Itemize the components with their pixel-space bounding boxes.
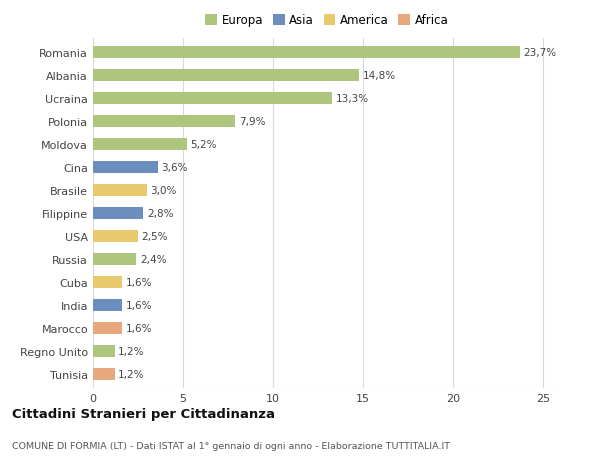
Text: COMUNE DI FORMIA (LT) - Dati ISTAT al 1° gennaio di ogni anno - Elaborazione TUT: COMUNE DI FORMIA (LT) - Dati ISTAT al 1°… — [12, 441, 450, 450]
Text: 1,6%: 1,6% — [125, 277, 152, 287]
Bar — [93, 253, 136, 266]
Text: 2,8%: 2,8% — [147, 208, 173, 218]
Text: 2,4%: 2,4% — [140, 254, 166, 264]
Text: 7,9%: 7,9% — [239, 117, 265, 127]
Bar — [93, 138, 187, 151]
Text: 13,3%: 13,3% — [336, 94, 369, 104]
Text: 5,2%: 5,2% — [190, 140, 217, 150]
Bar — [93, 345, 115, 358]
Text: 23,7%: 23,7% — [523, 48, 556, 58]
Bar — [93, 46, 520, 59]
Text: 1,2%: 1,2% — [118, 369, 145, 379]
Bar — [93, 207, 143, 220]
Text: 3,0%: 3,0% — [151, 185, 177, 196]
Bar — [93, 322, 122, 335]
Bar — [93, 299, 122, 312]
Text: 1,2%: 1,2% — [118, 346, 145, 356]
Bar — [93, 69, 359, 82]
Text: 1,6%: 1,6% — [125, 300, 152, 310]
Text: 14,8%: 14,8% — [363, 71, 396, 81]
Text: Cittadini Stranieri per Cittadinanza: Cittadini Stranieri per Cittadinanza — [12, 407, 275, 420]
Bar — [93, 276, 122, 289]
Bar — [93, 184, 147, 197]
Bar — [93, 115, 235, 128]
Bar — [93, 92, 332, 105]
Bar — [93, 368, 115, 381]
Bar — [93, 230, 138, 243]
Bar — [93, 161, 158, 174]
Text: 2,5%: 2,5% — [142, 231, 168, 241]
Legend: Europa, Asia, America, Africa: Europa, Asia, America, Africa — [203, 12, 451, 30]
Text: 3,6%: 3,6% — [161, 162, 188, 173]
Text: 1,6%: 1,6% — [125, 323, 152, 333]
